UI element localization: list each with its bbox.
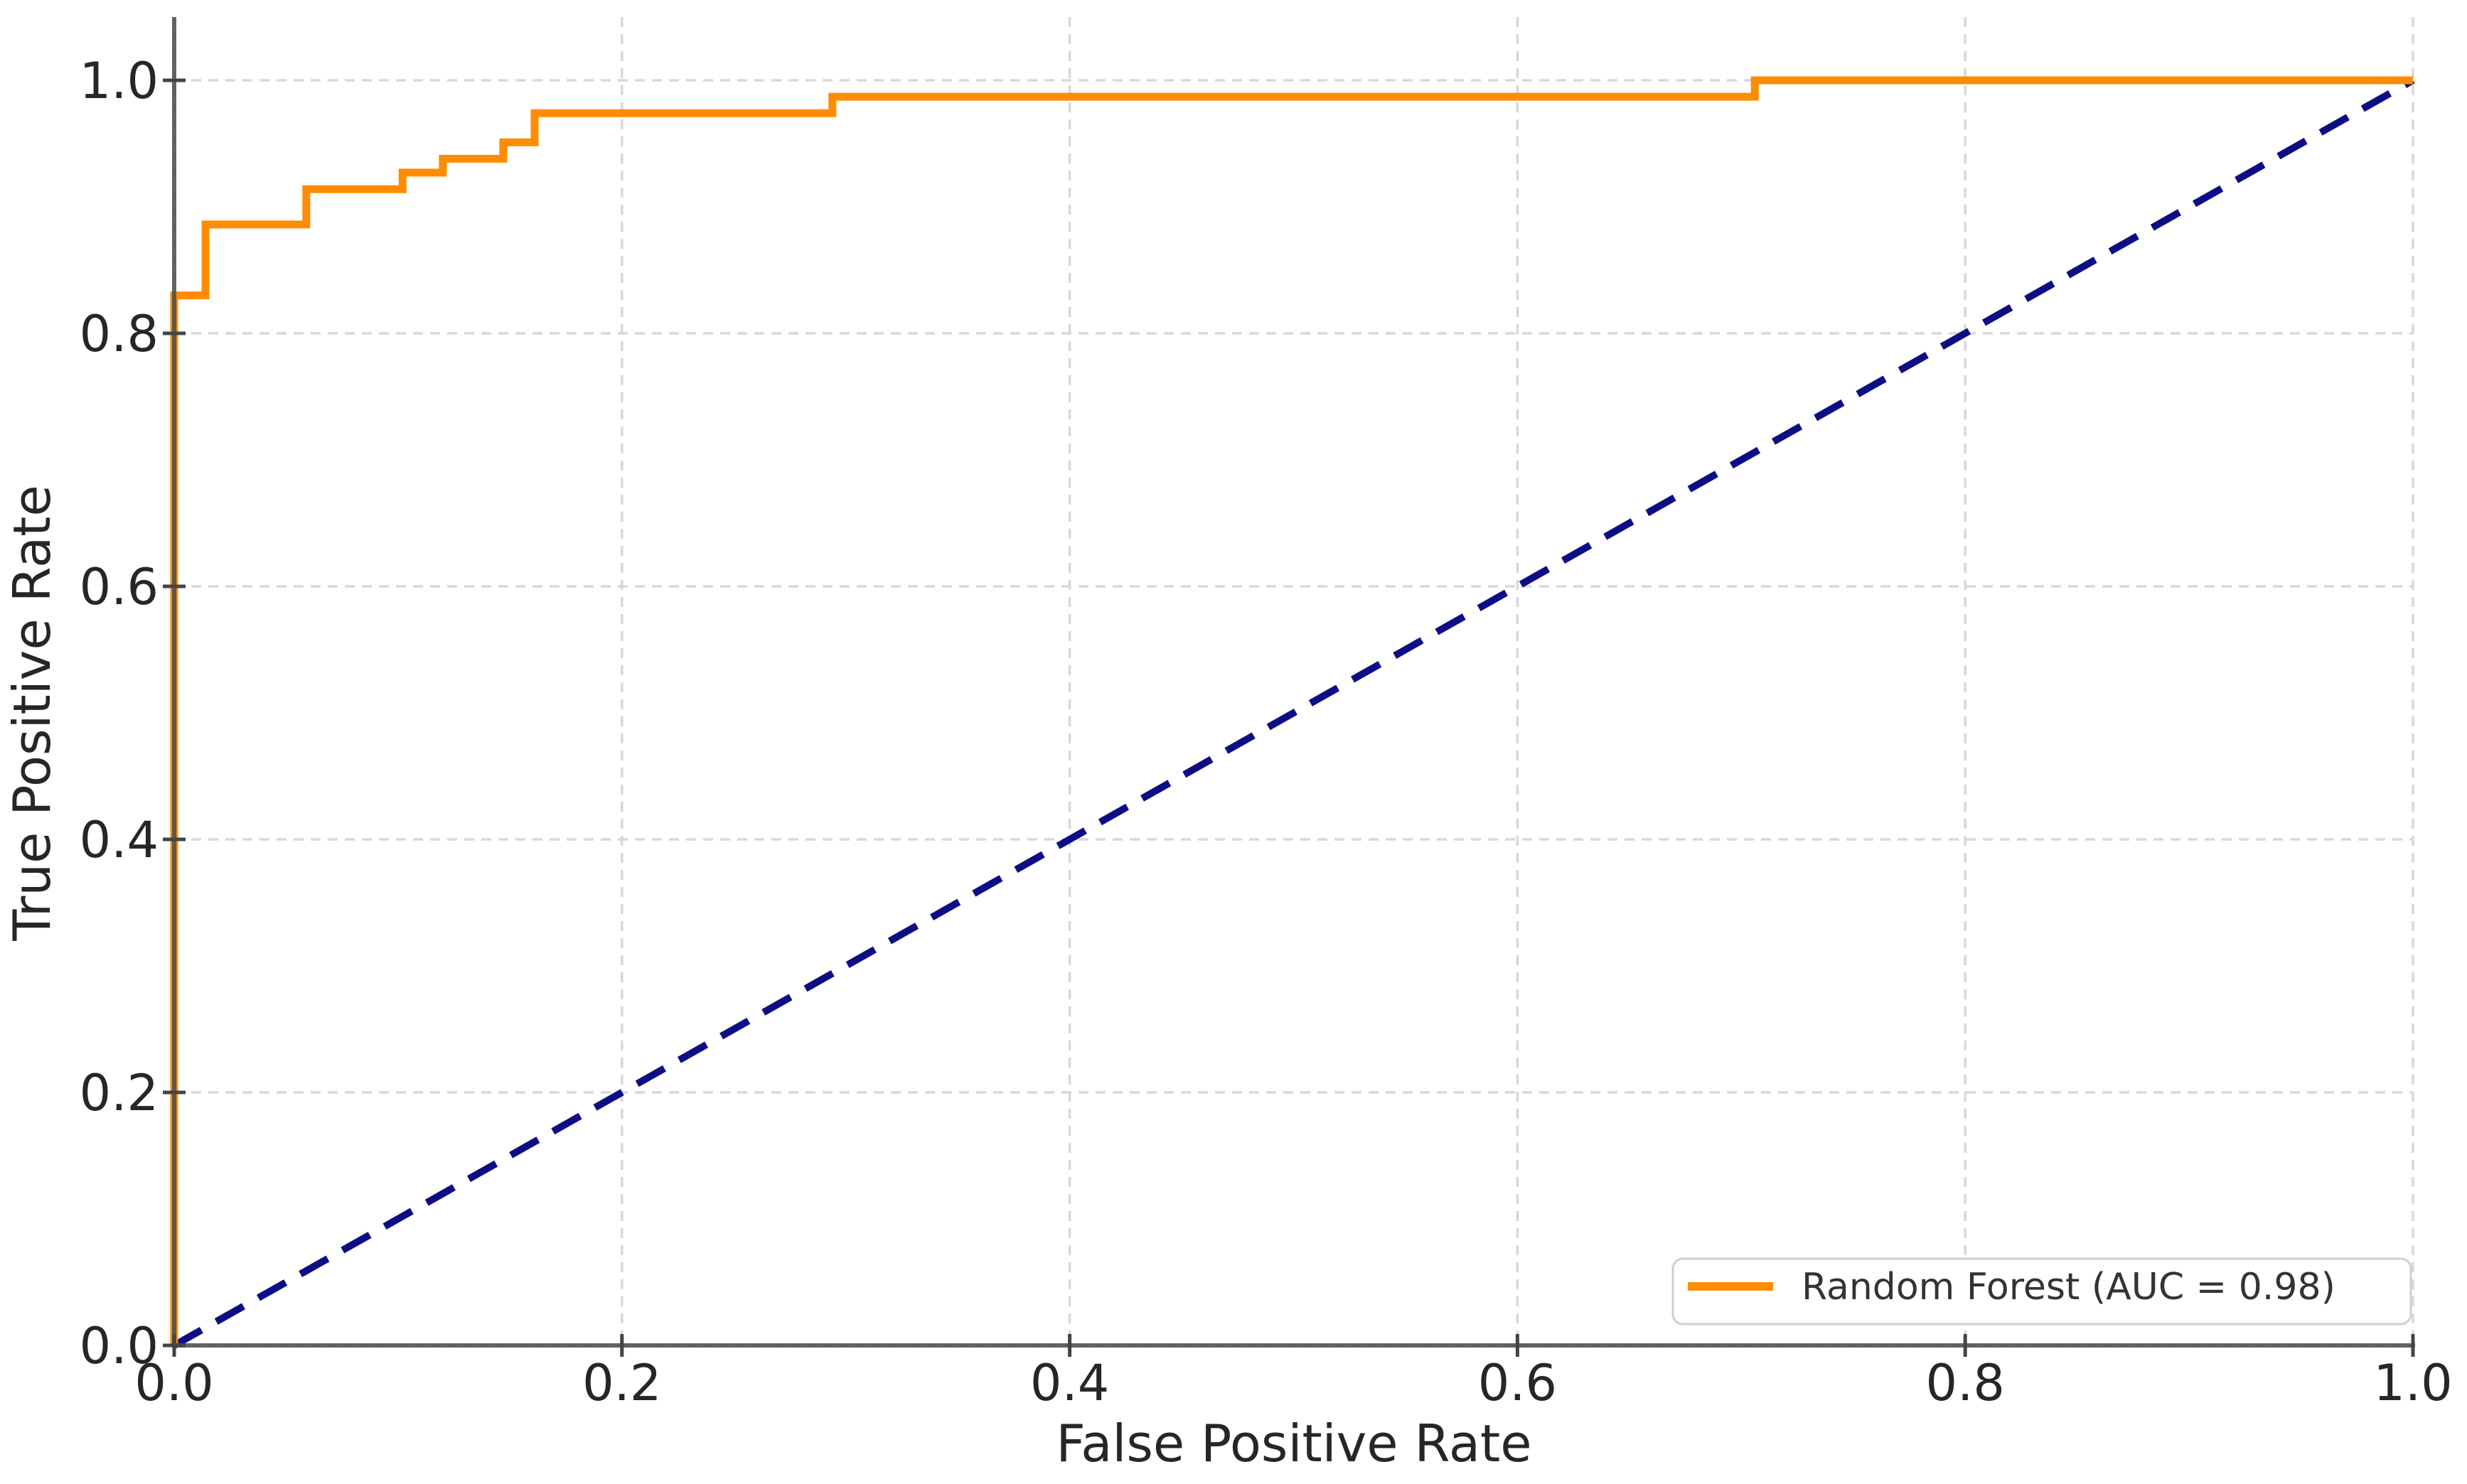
y-tick-label: 0.6 [80, 558, 159, 616]
roc-curve-line [170, 76, 2413, 1345]
x-tick-label: 0.4 [1030, 1354, 1109, 1412]
x-tick-label: 0.8 [1926, 1354, 2005, 1412]
chance-diagonal-line [172, 77, 2415, 1349]
y-tick-label: 1.0 [80, 52, 159, 110]
x-tick-label: 0.0 [134, 1354, 213, 1412]
gridlines [173, 17, 2414, 1347]
y-tick-label: 0.2 [80, 1064, 159, 1122]
y-tick-label: 0.4 [80, 811, 159, 869]
x-tick-label: 0.2 [582, 1354, 661, 1412]
x-tick-label: 1.0 [2373, 1354, 2452, 1412]
y-axis-label: True Positive Rate [2, 485, 62, 941]
legend: Random Forest (AUC = 0.98) [1671, 1257, 2412, 1326]
tick-labels: 0.0 0.2 0.4 0.6 0.8 1.0 0.0 0.2 0.4 0.6 0.8 1.0 [80, 52, 2453, 1412]
legend-box [1671, 1257, 2412, 1326]
x-tick-label: 0.6 [1478, 1354, 1557, 1412]
legend-label: Random Forest (AUC = 0.98) [1802, 1266, 2335, 1308]
axes-spines [172, 17, 2415, 1348]
x-axis-label: False Positive Rate [1056, 1414, 1531, 1473]
tick-marks [163, 78, 2415, 1357]
y-tick-label: 0.8 [80, 305, 159, 363]
y-tick-label: 0.0 [80, 1317, 159, 1375]
